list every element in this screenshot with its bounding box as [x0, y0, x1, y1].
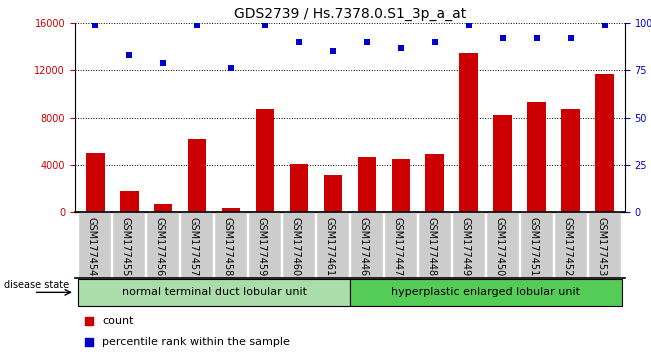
Bar — [283, 212, 315, 278]
Bar — [357, 157, 376, 212]
Point — [464, 22, 474, 28]
Text: GSM177458: GSM177458 — [223, 217, 233, 276]
Text: percentile rank within the sample: percentile rank within the sample — [102, 337, 290, 348]
Bar — [350, 279, 622, 307]
Bar — [256, 109, 274, 212]
Point — [90, 22, 100, 28]
Text: GSM177461: GSM177461 — [325, 217, 335, 276]
Text: GSM177448: GSM177448 — [426, 217, 437, 276]
Point — [294, 39, 304, 45]
Bar — [181, 212, 213, 278]
Bar — [324, 175, 342, 212]
Point — [124, 52, 134, 58]
Point — [260, 22, 270, 28]
Bar — [391, 159, 410, 212]
Point — [566, 35, 576, 41]
Point — [327, 48, 338, 54]
Bar — [453, 212, 485, 278]
Bar — [78, 279, 350, 307]
Text: GSM177447: GSM177447 — [393, 217, 402, 276]
Bar — [419, 212, 450, 278]
Point — [470, 27, 480, 33]
Point — [531, 35, 542, 41]
Bar — [426, 154, 444, 212]
Text: GSM177454: GSM177454 — [87, 217, 97, 276]
Text: GSM177450: GSM177450 — [494, 217, 505, 276]
Bar — [555, 212, 587, 278]
Text: GSM177449: GSM177449 — [460, 217, 471, 276]
Bar — [290, 164, 309, 212]
Bar — [86, 153, 105, 212]
Bar — [521, 212, 553, 278]
Point — [362, 39, 372, 45]
Point — [396, 45, 406, 51]
Bar — [487, 212, 519, 278]
Bar — [351, 212, 383, 278]
Text: disease state: disease state — [4, 280, 69, 290]
Text: normal terminal duct lobular unit: normal terminal duct lobular unit — [122, 287, 307, 297]
Bar — [79, 212, 111, 278]
Text: GSM177451: GSM177451 — [529, 217, 538, 276]
Point — [600, 22, 610, 28]
Bar — [317, 212, 349, 278]
Text: GSM177446: GSM177446 — [359, 217, 368, 276]
Text: GSM177459: GSM177459 — [256, 217, 267, 276]
Bar — [222, 208, 240, 212]
Bar — [120, 191, 139, 212]
Bar — [589, 212, 620, 278]
Bar — [460, 53, 478, 212]
Text: count: count — [102, 316, 134, 326]
Bar — [595, 74, 614, 212]
Bar — [215, 212, 247, 278]
Text: GSM177455: GSM177455 — [121, 217, 131, 276]
Bar — [493, 115, 512, 212]
Text: hyperplastic enlarged lobular unit: hyperplastic enlarged lobular unit — [391, 287, 580, 297]
Bar — [249, 212, 281, 278]
Text: GSM177452: GSM177452 — [562, 217, 572, 276]
Point — [158, 60, 169, 65]
Point — [192, 22, 202, 28]
Text: GSM177460: GSM177460 — [291, 217, 301, 276]
Bar — [527, 102, 546, 212]
Bar — [147, 212, 179, 278]
Text: GSM177457: GSM177457 — [189, 217, 199, 276]
Text: GSM177456: GSM177456 — [155, 217, 165, 276]
Bar — [113, 212, 145, 278]
Point — [470, 224, 480, 229]
Bar — [385, 212, 417, 278]
Point — [497, 35, 508, 41]
Point — [430, 39, 440, 45]
Title: GDS2739 / Hs.7378.0.S1_3p_a_at: GDS2739 / Hs.7378.0.S1_3p_a_at — [234, 7, 466, 21]
Bar — [187, 139, 206, 212]
Bar — [154, 204, 173, 212]
Point — [226, 65, 236, 71]
Bar — [561, 109, 580, 212]
Text: GSM177453: GSM177453 — [596, 217, 606, 276]
